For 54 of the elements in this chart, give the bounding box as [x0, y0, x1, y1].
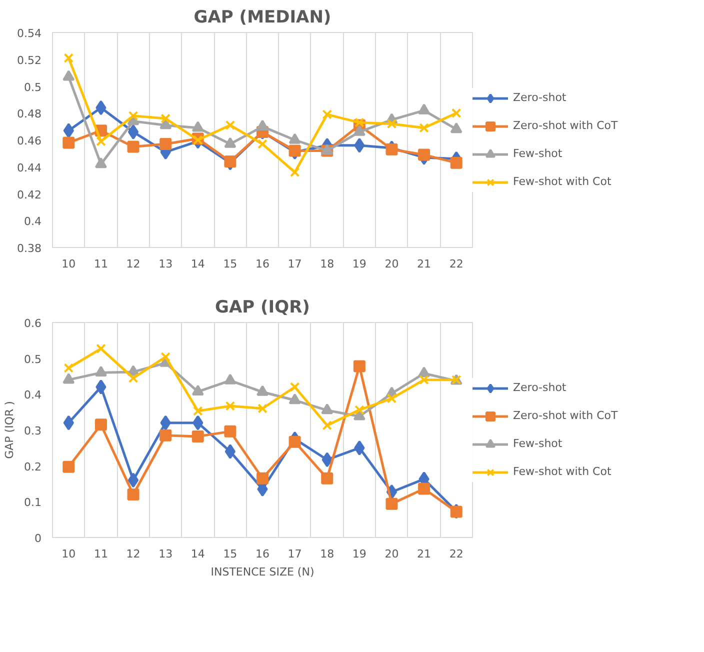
y-tick-label: 0.54 [17, 27, 42, 40]
x-axis-title: INSTENCE SIZE (N) [210, 566, 314, 578]
legend-label: Few-shot with Cot [513, 465, 612, 478]
x-tick-label: 17 [288, 548, 302, 560]
legend-label: Few-shot [513, 437, 562, 450]
x-tick-label: 18 [320, 258, 334, 270]
chart-title: GAP (IQR) [215, 298, 310, 318]
y-tick-label: 0.52 [17, 54, 42, 67]
x-tick-label: 18 [320, 548, 334, 560]
x-tick-label: 21 [417, 258, 432, 270]
y-tick-label: 0.6 [24, 317, 42, 330]
x-tick-label: 21 [417, 548, 432, 560]
y-tick-label: 0.46 [17, 134, 42, 148]
x-tick-label: 20 [384, 548, 399, 560]
x-tick-label: 16 [256, 548, 270, 560]
y-tick-label: 0.38 [17, 242, 42, 255]
legend-label: Zero-shot with CoT [513, 119, 618, 132]
x-tick-label: 19 [352, 548, 366, 560]
y-tick-label: 0 [34, 532, 42, 545]
y-tick-label: 0.48 [17, 108, 42, 121]
x-tick-label: 10 [62, 548, 76, 560]
legend-label: Few-shot with Cot [513, 175, 612, 188]
x-tick-label: 11 [94, 258, 108, 270]
x-tick-label: 19 [352, 258, 366, 270]
x-tick-label: 12 [126, 258, 140, 270]
y-tick-label: 0.3 [24, 424, 42, 438]
x-tick-label: 15 [223, 258, 238, 270]
chart-title: GAP (MEDIAN) [194, 8, 332, 28]
legend-label: Zero-shot [513, 91, 566, 104]
y-tick-label: 0.4 [24, 388, 42, 402]
x-tick-label: 16 [256, 258, 270, 270]
x-tick-label: 13 [158, 548, 173, 560]
x-tick-label: 11 [94, 548, 108, 560]
legend-label: Few-shot [513, 147, 562, 160]
x-tick-label: 14 [190, 258, 205, 270]
x-tick-label: 15 [223, 548, 238, 560]
legend-label: Zero-shot [513, 381, 566, 394]
x-tick-label: 22 [449, 258, 464, 270]
y-tick-label: 0.2 [24, 460, 42, 474]
x-tick-label: 13 [158, 258, 173, 270]
y-tick-label: 0.4 [24, 215, 42, 228]
y-tick-label: 0.1 [24, 496, 42, 510]
legend-label: Zero-shot with CoT [513, 409, 618, 422]
y-axis-title: GAP (IQR ) [3, 401, 16, 459]
x-tick-label: 10 [62, 258, 76, 270]
y-tick-label: 0.5 [24, 352, 42, 366]
x-tick-label: 22 [449, 548, 464, 560]
y-tick-label: 0.42 [17, 188, 42, 202]
x-tick-label: 14 [190, 548, 205, 560]
y-tick-label: 0.5 [24, 80, 42, 94]
y-tick-label: 0.44 [17, 161, 42, 174]
x-tick-label: 12 [126, 548, 140, 560]
x-tick-label: 20 [384, 258, 399, 270]
x-tick-label: 17 [288, 258, 302, 270]
